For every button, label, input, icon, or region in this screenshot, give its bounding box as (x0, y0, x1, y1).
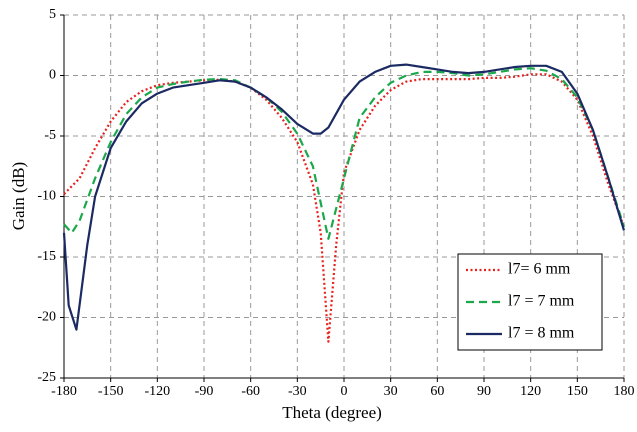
x-tick-label: 150 (567, 384, 588, 399)
x-axis-label: Theta (degree) (282, 403, 382, 422)
x-tick-label: -60 (241, 384, 260, 399)
legend-label: l7 = 8 mm (508, 325, 575, 342)
legend-label: l7= 6 mm (508, 261, 571, 278)
series-line (63, 67, 626, 240)
x-tick-label: -150 (98, 384, 124, 399)
x-tick-label: 120 (520, 384, 541, 399)
y-axis-label: Gain (dB) (9, 162, 28, 230)
y-tick-label: -20 (37, 310, 56, 325)
legend-label: l7 = 7 mm (508, 293, 575, 310)
x-tick-label: 60 (430, 384, 444, 399)
x-tick-label: 30 (384, 384, 398, 399)
x-tick-label: 90 (477, 384, 491, 399)
y-tick-label: -10 (37, 189, 56, 204)
x-tick-label: 180 (614, 384, 635, 399)
x-tick-label: -120 (144, 384, 170, 399)
y-tick-label: -15 (37, 249, 56, 264)
y-tick-label: -25 (37, 370, 56, 385)
x-tick-label: -180 (51, 384, 77, 399)
y-tick-label: 0 (49, 68, 56, 83)
x-tick-label: -30 (288, 384, 307, 399)
x-tick-label: -90 (195, 384, 214, 399)
series-line (62, 63, 626, 331)
x-tick-label: 0 (341, 384, 348, 399)
y-tick-label: 5 (49, 7, 56, 22)
y-tick-label: -5 (44, 128, 56, 143)
